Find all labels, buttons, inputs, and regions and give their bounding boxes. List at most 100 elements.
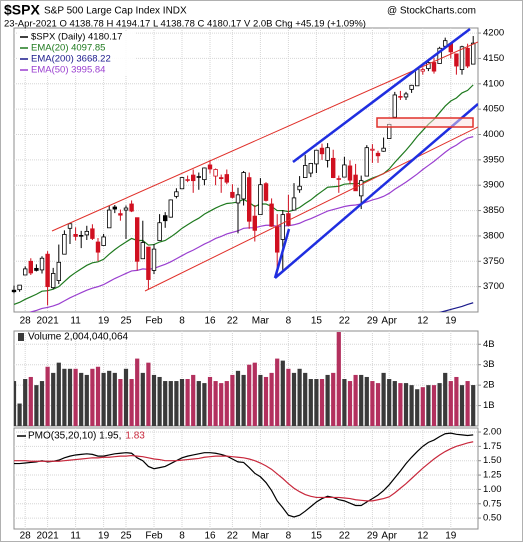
candle-body bbox=[392, 94, 397, 118]
candle-body bbox=[17, 284, 22, 291]
y-tick-label: 2B bbox=[483, 380, 495, 391]
volume-bar bbox=[168, 381, 173, 426]
candle-body bbox=[353, 174, 358, 192]
volume-bar bbox=[454, 376, 459, 426]
volume-panel bbox=[13, 330, 479, 427]
volume-bar bbox=[34, 385, 39, 426]
line-series bbox=[14, 432, 474, 518]
volume-bar bbox=[403, 383, 409, 426]
candle-body bbox=[90, 228, 95, 239]
candle-body bbox=[218, 177, 224, 180]
volume-bar bbox=[291, 372, 297, 426]
volume-bar bbox=[426, 385, 431, 426]
candle-body bbox=[246, 177, 252, 222]
volume-bar bbox=[219, 383, 224, 426]
y-tick-label: 0.75 bbox=[483, 498, 502, 509]
y-tick-label: 4050 bbox=[483, 104, 504, 115]
quote: 23-Apr-2021 O 4138.78 H 4194.17 L 4138.7… bbox=[4, 19, 366, 30]
trend-line bbox=[51, 41, 478, 232]
x-tick-label: 19 bbox=[445, 316, 457, 327]
volume-bar bbox=[275, 358, 280, 426]
candle-body bbox=[101, 236, 106, 246]
x-tick-label: 2021 bbox=[36, 531, 59, 542]
candle-body bbox=[56, 261, 61, 281]
candle-body bbox=[168, 199, 173, 218]
trend-line bbox=[292, 28, 471, 163]
candle-body bbox=[263, 183, 269, 201]
candle-body bbox=[302, 165, 308, 179]
candle-body bbox=[370, 148, 375, 151]
trend-line bbox=[273, 228, 291, 279]
candle-body bbox=[151, 248, 157, 271]
volume-bar bbox=[387, 379, 392, 426]
candle-body bbox=[459, 46, 465, 70]
grids bbox=[14, 28, 481, 529]
x-tick-label: 12 bbox=[417, 531, 429, 542]
y-tick-label: 3B bbox=[483, 359, 495, 370]
candle-body bbox=[381, 147, 386, 152]
candle-body bbox=[67, 223, 73, 229]
volume-bar bbox=[247, 364, 252, 426]
candle-body bbox=[291, 197, 297, 211]
line-series bbox=[14, 441, 474, 502]
candle-body bbox=[252, 215, 257, 231]
x-tick-label: 11 bbox=[70, 316, 81, 327]
volume-bar bbox=[437, 383, 442, 426]
candle-body bbox=[235, 194, 241, 204]
volume-bar bbox=[398, 383, 403, 426]
candle-body bbox=[224, 174, 229, 183]
candle-body bbox=[330, 157, 336, 179]
x-tick-label: 16 bbox=[204, 531, 216, 542]
legend-label: EMA(20) 4097.85 bbox=[31, 43, 105, 54]
candle-body bbox=[134, 217, 140, 262]
volume-bar bbox=[319, 379, 325, 426]
volume-bar bbox=[359, 374, 364, 426]
volume-bar bbox=[235, 370, 241, 426]
candle-body bbox=[375, 152, 381, 157]
x-tick-label: 16 bbox=[204, 316, 216, 327]
volume-bar bbox=[56, 362, 61, 426]
volume-bar bbox=[151, 374, 157, 426]
x-tick-label: 8 bbox=[179, 531, 185, 542]
volume-bar bbox=[258, 374, 263, 426]
candle-body bbox=[269, 203, 274, 227]
volume-bar bbox=[107, 370, 112, 426]
candle-body bbox=[51, 273, 56, 289]
candle-body bbox=[336, 178, 341, 180]
candle-body bbox=[347, 165, 353, 181]
x-tick-label: Feb bbox=[145, 316, 163, 327]
candle-body bbox=[454, 53, 459, 67]
candle-body bbox=[45, 253, 50, 288]
x-tick-label: 22 bbox=[227, 531, 239, 542]
legend-label: EMA(50) 3995.84 bbox=[31, 65, 105, 76]
legend-swatch bbox=[18, 333, 24, 341]
y-tick-label: 4000 bbox=[483, 129, 504, 140]
volume-bar bbox=[112, 372, 117, 426]
x-tick-label: 28 bbox=[20, 531, 32, 542]
volume-bar bbox=[28, 376, 33, 426]
x-tick-label: 19 bbox=[98, 531, 110, 542]
x-tick-label: 28 bbox=[20, 316, 32, 327]
candle-body bbox=[39, 257, 45, 271]
candle-body bbox=[107, 209, 112, 229]
x-tick-label: 8 bbox=[286, 316, 292, 327]
x-tick-label: 8 bbox=[179, 316, 185, 327]
annotations bbox=[51, 28, 478, 292]
volume-bar bbox=[415, 389, 420, 426]
volume-bar bbox=[17, 403, 22, 426]
y-tick-label: 1.75 bbox=[483, 441, 502, 452]
volume-bar bbox=[286, 368, 291, 426]
volume-bar bbox=[370, 381, 375, 426]
volume-bar bbox=[314, 379, 319, 426]
candle-body bbox=[314, 149, 319, 165]
candle-body bbox=[409, 84, 414, 90]
candle-body bbox=[179, 177, 185, 190]
volume-bar bbox=[375, 383, 381, 426]
x-tick-label: 19 bbox=[445, 531, 457, 542]
volume-bar bbox=[90, 368, 95, 426]
volume-bar bbox=[230, 374, 235, 426]
volume-bar bbox=[303, 372, 308, 426]
candle-body bbox=[140, 242, 145, 260]
candle-body bbox=[123, 207, 129, 211]
x-tick-label: 15 bbox=[311, 316, 323, 327]
